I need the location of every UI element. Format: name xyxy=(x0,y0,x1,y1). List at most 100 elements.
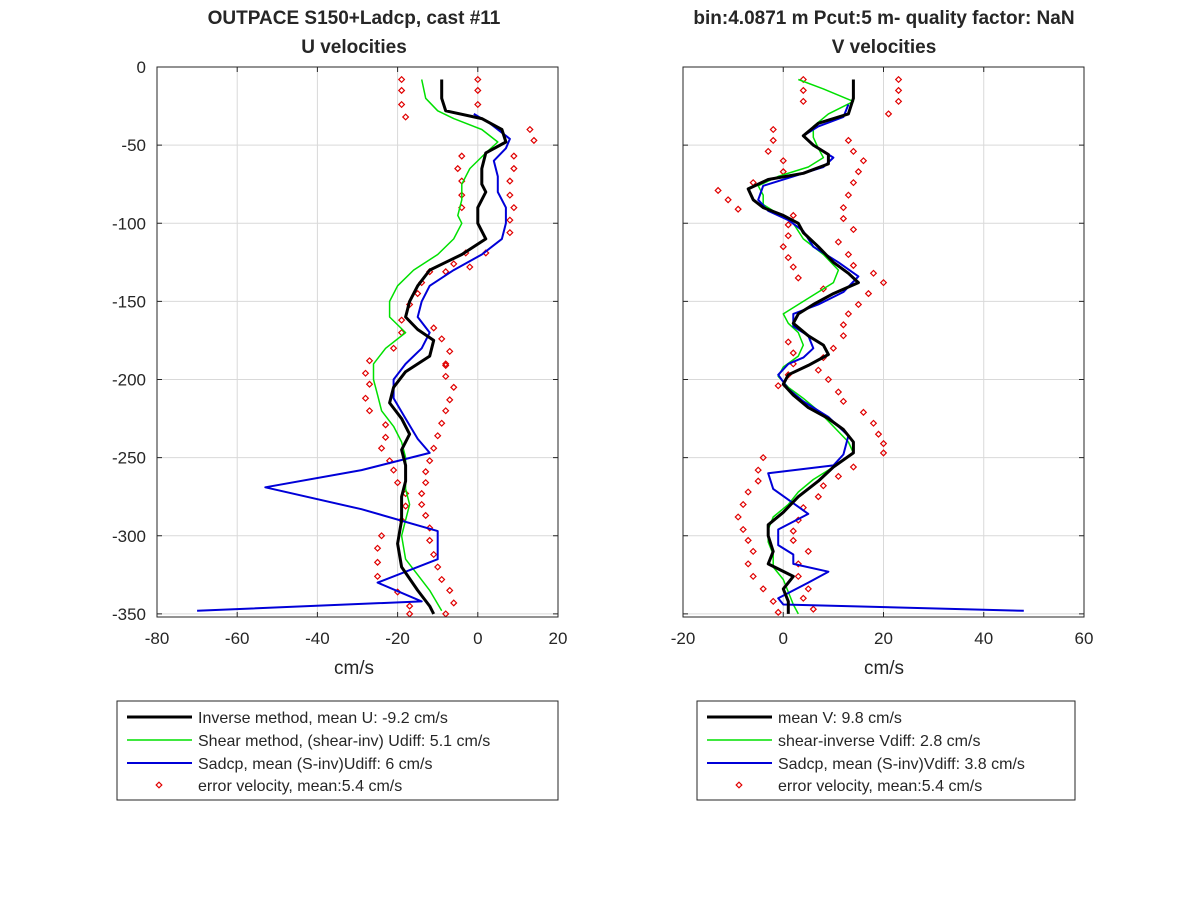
error-point xyxy=(506,216,514,224)
legend-entry-sadcp: Sadcp, mean (S-inv)Udiff: 6 cm/s xyxy=(198,756,432,773)
error-point xyxy=(754,466,762,474)
error-point xyxy=(381,433,390,441)
error-point xyxy=(769,136,777,145)
error-point xyxy=(397,316,406,324)
error-point xyxy=(506,177,514,185)
error-point xyxy=(814,366,823,374)
error-point xyxy=(804,585,812,593)
error-point xyxy=(734,205,742,213)
error-point xyxy=(430,550,438,559)
error-point xyxy=(377,532,386,540)
plot-area-v xyxy=(714,75,1024,616)
error-point xyxy=(879,449,888,457)
error-point xyxy=(849,225,858,234)
error-point xyxy=(734,513,742,521)
error-point xyxy=(377,444,386,452)
error-point xyxy=(839,397,848,406)
error-point xyxy=(510,203,518,212)
error-point xyxy=(854,300,863,309)
u-velocity-legend: Inverse method, mean U: -9.2 cm/s Shear … xyxy=(116,700,559,801)
error-point xyxy=(421,478,430,487)
error-point xyxy=(789,211,797,220)
error-point xyxy=(421,511,430,520)
error-point xyxy=(389,344,398,352)
legend-entry-error: error velocity, mean:5.4 cm/s xyxy=(778,778,982,795)
error-point xyxy=(774,608,782,616)
error-point xyxy=(426,457,434,465)
error-point xyxy=(739,525,747,534)
error-point xyxy=(450,383,458,391)
error-point xyxy=(779,168,787,176)
error-point xyxy=(784,221,792,229)
error-point xyxy=(724,196,732,204)
u-velocity-panel: -80 -60 -40 -20 0 200-50-100-150-200-250-300-… xyxy=(112,58,567,648)
error-point xyxy=(844,191,853,199)
error-point xyxy=(442,268,450,276)
error-point xyxy=(859,157,868,165)
error-point xyxy=(401,502,410,510)
error-point xyxy=(834,238,843,246)
error-point xyxy=(417,500,426,509)
error-point xyxy=(389,466,398,474)
error-point xyxy=(417,489,426,498)
error-point xyxy=(839,321,848,329)
y-tick-label: 0 xyxy=(137,58,146,77)
error-point xyxy=(804,547,812,556)
error-point xyxy=(442,372,450,381)
error-point xyxy=(784,232,792,240)
error-velocity-markers xyxy=(361,75,538,617)
y-tick-label: -50 xyxy=(121,136,146,155)
error-point xyxy=(421,468,430,476)
error-point xyxy=(824,375,833,384)
error-point xyxy=(466,263,474,271)
error-point xyxy=(413,289,422,298)
error-point xyxy=(506,228,514,237)
plot-area-u xyxy=(197,75,538,617)
error-point xyxy=(474,100,482,109)
error-point xyxy=(784,338,792,346)
y-tick-label: -300 xyxy=(112,527,146,546)
error-point xyxy=(474,75,482,84)
inverse-series-line xyxy=(746,79,860,614)
error-point xyxy=(814,493,823,501)
error-point xyxy=(365,380,374,388)
error-point xyxy=(864,289,873,298)
sadcp-series-line xyxy=(197,113,511,612)
error-point xyxy=(844,136,853,145)
error-point xyxy=(799,86,807,95)
error-point xyxy=(397,100,406,109)
error-point xyxy=(454,164,462,173)
x-tick-label: 20 xyxy=(874,629,893,648)
error-point xyxy=(438,575,446,584)
error-point xyxy=(894,86,903,95)
error-velocity-markers xyxy=(714,75,903,616)
error-point xyxy=(809,605,818,613)
error-point xyxy=(442,407,450,415)
legend-entry-shear: shear-inverse Vdiff: 2.8 cm/s xyxy=(778,733,980,750)
error-point xyxy=(789,349,797,357)
error-point xyxy=(526,125,534,134)
left-chart-title: U velocities xyxy=(301,37,407,58)
right-chart-title: V velocities xyxy=(832,37,937,58)
error-point xyxy=(430,444,438,452)
x-tick-label: -20 xyxy=(385,629,410,648)
legend-entry-error: error velocity, mean:5.4 cm/s xyxy=(198,778,402,795)
v-velocity-legend: mean V: 9.8 cm/s shear-inverse Vdiff: 2.… xyxy=(696,700,1076,801)
right-figure-title: bin:4.0871 m Pcut:5 m- quality factor: N… xyxy=(693,8,1074,29)
error-point xyxy=(844,310,853,318)
error-point xyxy=(442,361,450,370)
left-x-axis-label: cm/s xyxy=(334,658,374,679)
error-point xyxy=(506,191,514,199)
left-figure-title: OUTPACE S150+Ladcp, cast #11 xyxy=(208,8,501,29)
error-point xyxy=(749,547,757,556)
axes-box xyxy=(156,66,559,618)
error-point xyxy=(397,86,406,95)
error-point xyxy=(434,432,442,440)
y-tick-label: -350 xyxy=(112,605,146,624)
error-point xyxy=(401,113,410,121)
error-point xyxy=(764,147,772,156)
x-tick-label: -80 xyxy=(145,629,170,648)
error-point xyxy=(458,191,466,199)
y-tick-label: -150 xyxy=(112,292,146,311)
error-point xyxy=(442,610,450,617)
